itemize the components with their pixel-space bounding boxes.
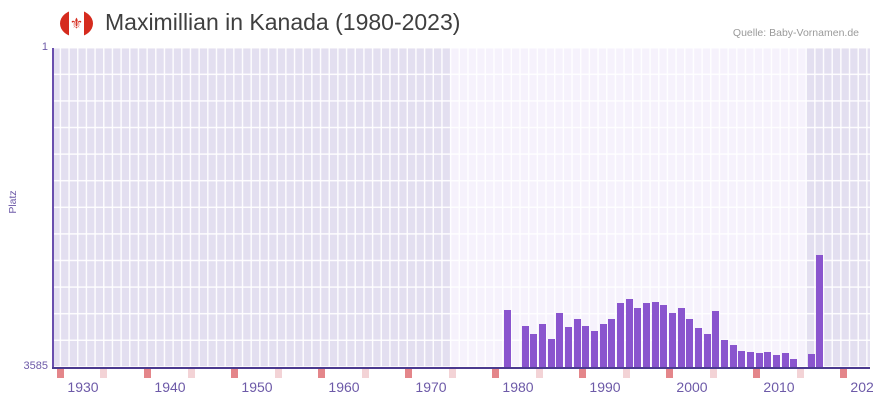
- bar-2014[interactable]: [764, 352, 771, 367]
- x-tick-marker: [579, 369, 586, 378]
- x-tick-marker: [405, 369, 412, 378]
- bar-2019[interactable]: [808, 354, 815, 367]
- bar-1992[interactable]: [574, 319, 581, 367]
- x-tick-marker: [840, 369, 847, 378]
- bar-1991[interactable]: [565, 327, 572, 367]
- y-axis-top-label: 1: [41, 41, 48, 53]
- bar-1995[interactable]: [600, 324, 607, 367]
- x-axis-label-1980: 1980: [502, 379, 534, 395]
- bar-1990[interactable]: [556, 313, 563, 367]
- bar-2009[interactable]: [721, 340, 728, 367]
- x-tick-marker: [100, 369, 107, 378]
- x-tick-marker: [797, 369, 804, 378]
- x-axis-label-1990: 1990: [589, 379, 621, 395]
- bar-2007[interactable]: [704, 334, 711, 367]
- bar-2003[interactable]: [669, 313, 676, 367]
- x-axis-label-1950: 1950: [241, 379, 273, 395]
- y-axis-title: Platz: [7, 190, 19, 214]
- x-axis-label-1930: 1930: [67, 379, 99, 395]
- flag-right-band: [84, 10, 93, 37]
- bar-2017[interactable]: [790, 359, 797, 367]
- bar-2012[interactable]: [747, 352, 754, 367]
- page-title: Maximillian in Kanada (1980-2023): [105, 9, 461, 35]
- x-axis-tick-labels: 1930 1940 1950 1960 1970 1980 1990 2000 2010 2020: [0, 379, 873, 399]
- flag-left-band: [60, 10, 69, 37]
- x-axis-tick-markers: [52, 369, 870, 378]
- maple-leaf-icon: ⚜: [69, 15, 84, 32]
- bar-2011[interactable]: [738, 351, 745, 367]
- bar-1996[interactable]: [608, 319, 615, 367]
- x-axis-line: [52, 367, 870, 369]
- x-tick-marker: [275, 369, 282, 378]
- bar-2015[interactable]: [773, 355, 780, 367]
- bar-1999[interactable]: [634, 308, 641, 367]
- bar-2005[interactable]: [686, 319, 693, 367]
- x-tick-marker: [623, 369, 630, 378]
- x-axis-label-1970: 1970: [415, 379, 447, 395]
- bar-1994[interactable]: [591, 331, 598, 367]
- bar-1993[interactable]: [582, 326, 589, 367]
- bar-2010[interactable]: [730, 345, 737, 367]
- bar-2016[interactable]: [782, 353, 789, 367]
- bar-2020[interactable]: [816, 255, 823, 367]
- x-tick-marker: [57, 369, 64, 378]
- chart-header: ⚜ Maximillian in Kanada (1980-2023) Quel…: [0, 0, 873, 46]
- bar-2002[interactable]: [660, 305, 667, 367]
- bar-2006[interactable]: [695, 328, 702, 367]
- x-tick-marker: [231, 369, 238, 378]
- plot-area: [52, 48, 870, 367]
- x-tick-marker: [318, 369, 325, 378]
- bar-2013[interactable]: [756, 353, 763, 367]
- x-tick-marker: [449, 369, 456, 378]
- x-tick-marker: [666, 369, 673, 378]
- y-axis-bottom-label: 3585: [23, 360, 48, 372]
- bar-1984[interactable]: [504, 310, 511, 367]
- x-axis-label-2000: 2000: [676, 379, 708, 395]
- x-axis-label-2020: 2020: [850, 379, 873, 395]
- x-tick-marker: [188, 369, 195, 378]
- x-tick-marker: [753, 369, 760, 378]
- canada-flag-icon: ⚜: [60, 10, 93, 37]
- bar-1989[interactable]: [548, 339, 555, 367]
- x-tick-marker: [144, 369, 151, 378]
- bar-2001[interactable]: [652, 302, 659, 367]
- bar-2004[interactable]: [678, 308, 685, 367]
- bar-series: [52, 48, 870, 367]
- bar-1986[interactable]: [522, 326, 529, 367]
- bar-1997[interactable]: [617, 303, 624, 367]
- bar-1987[interactable]: [530, 334, 537, 367]
- x-tick-marker: [710, 369, 717, 378]
- x-axis-label-2010: 2010: [763, 379, 795, 395]
- bar-1998[interactable]: [626, 299, 633, 367]
- x-tick-marker: [492, 369, 499, 378]
- x-tick-marker: [536, 369, 543, 378]
- x-tick-marker: [362, 369, 369, 378]
- y-axis-line: [52, 48, 54, 367]
- source-attribution: Quelle: Baby-Vornamen.de: [732, 27, 859, 39]
- bar-2008[interactable]: [712, 311, 719, 367]
- plot-gridlines: [52, 48, 870, 367]
- x-axis-label-1940: 1940: [154, 379, 186, 395]
- bar-1988[interactable]: [539, 324, 546, 367]
- x-axis-label-1960: 1960: [328, 379, 360, 395]
- bar-2000[interactable]: [643, 303, 650, 367]
